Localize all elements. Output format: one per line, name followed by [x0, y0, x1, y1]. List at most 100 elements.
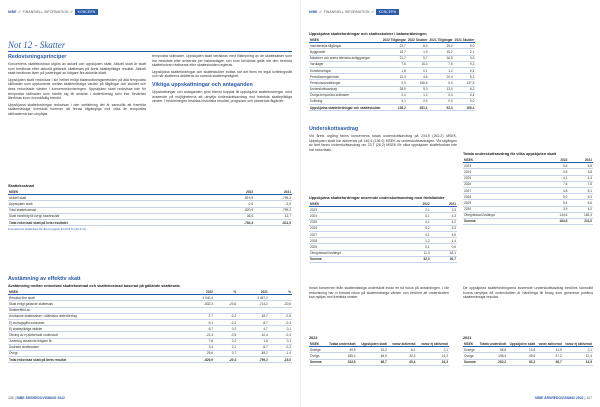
cell: Summa [309, 358, 325, 366]
cell: 20,4 [428, 73, 454, 81]
cell: 3,4 [182, 344, 215, 351]
table-row: 2026 5,2 5,3 [309, 225, 457, 232]
cell: 4,4 [568, 175, 593, 182]
header-cell: MSEK [309, 341, 325, 348]
table-block: 2022 MSEK Totala underskott Uppskjuten skat… [309, 336, 449, 366]
section-tab[interactable]: KONCERN [74, 9, 99, 15]
header-row: MSEK 2022 2021 [8, 189, 292, 196]
cell: Sverige [309, 346, 325, 354]
cell: -799,2 [254, 207, 292, 214]
brand: NIBE [309, 10, 318, 14]
sep: // [18, 10, 21, 14]
table-title: Skattekostnad [8, 184, 34, 188]
cell: 15,2 [428, 48, 454, 56]
cell: 0,6 [430, 243, 457, 251]
cell: 7,6 [428, 61, 454, 68]
cell: 5,6 [543, 162, 569, 170]
table-row: Justering avseende tidigare år 7,8 0,2 1,8 0… [8, 338, 292, 345]
cell: Uppskjutna skattefordringar och skattesk… [309, 104, 382, 112]
cell: 0,1 [406, 67, 429, 75]
cell: 2024 [463, 168, 544, 176]
header-cell: MSEK [8, 289, 183, 296]
cell: 4,5 [430, 231, 457, 239]
left-page: NIBE// FINANSIELL INFORMATION// KONCERN … [8, 9, 292, 400]
cell: 0,4 [428, 92, 454, 99]
text-column: Redovisningsprinciper Koncernens skatteko… [8, 54, 146, 119]
cell: 5,4 [543, 199, 569, 207]
table-row: Ökning av ej aktiverade underskott -21,3-… [8, 331, 292, 339]
cell: -20,6 [268, 300, 292, 308]
header-cell: varav aktiverad [387, 341, 417, 348]
cell: 0,1 [404, 243, 431, 251]
table-row: Kundfordringar 1,8 0,1 1,2 0,4 [309, 67, 476, 75]
header-cell: 2022 [543, 157, 569, 164]
cell: Underskottsavdrag [309, 86, 382, 93]
table-row: Resultat före skatt 4 040,4 3 467,2 [8, 294, 292, 302]
section-tab[interactable]: KONCERN [375, 9, 400, 15]
cell: Resultat före skatt [8, 294, 183, 302]
header-cell: 2021 Skulder [453, 37, 476, 44]
cell: 0,1 [268, 338, 292, 345]
table-row: 2023 5,6 5,8 [463, 162, 593, 170]
table-row: 2027 4,8 5,1 [463, 187, 593, 195]
cell: 1,4 [430, 237, 457, 245]
cell: 4,8 [543, 187, 569, 195]
cell: 14,5 [562, 358, 593, 366]
table-row: Uppskjutna skattefordringar och skattesk… [309, 104, 476, 112]
cell: 165,4 [453, 104, 476, 112]
table-row: Avvikande skattesatser i utländska dotte… [8, 313, 292, 320]
cell: Maskiner och andra tekniska anläggningar [309, 55, 382, 62]
text-column: temporära skillnader. Uppskjuten skatt b… [152, 54, 292, 106]
cell: 0,1 [268, 325, 292, 333]
header-row: MSEK Totala underskott Uppskjuten skatt var… [463, 341, 593, 348]
table: MSEK Totala underskott Uppskjuten skatt var… [309, 341, 449, 366]
table-row: Ändrade skattesatser 3,4 0,1 -6,7 -0,2 [8, 344, 292, 351]
table-block: Uppskjutna skattefordringar och skattesk… [309, 32, 476, 112]
cell: Skatteeffekt av: [8, 307, 183, 314]
cell: 4,1 [404, 219, 431, 226]
section-heading: Underskottsavdrag [309, 126, 359, 132]
cell: -7,7 [182, 313, 215, 320]
cell: 0,4 [453, 67, 476, 75]
cell: Summa [463, 358, 478, 366]
header-cell: % [268, 289, 292, 296]
table-row: 2030 3,9 4,0 [463, 206, 593, 213]
paragraph: De uppskjutna skattefordringarna avseend… [463, 286, 593, 300]
cell: 12,3 [381, 73, 407, 81]
table-row: Summa 234,9 56,7 40,4 16,3 [309, 358, 449, 366]
section-heading: Avstämning av effektiv skatt [8, 276, 81, 282]
header-cell: 2021 [254, 189, 292, 196]
cell: 5,1 [568, 187, 593, 195]
table-block: 2021 MSEK Totala underskott Uppskjuten skat… [463, 336, 593, 366]
cell: Ej avdragsgilla kostnader [8, 319, 183, 327]
cell [214, 294, 238, 302]
cell: -811,9 [254, 218, 292, 227]
brand: NIBE [535, 396, 544, 400]
table-title: Totala underskottsavdrag för vilka uppsk… [463, 152, 556, 156]
sep: // [319, 10, 322, 14]
table-block: Totala underskottsavdrag för vilka uppsk… [463, 152, 593, 226]
cell: 1,2 [406, 92, 429, 99]
footer: 106 | NIBE ÅRSREDOVISNING 2022 [8, 396, 65, 400]
cell: 7,6 [381, 61, 407, 68]
cell: 4,3 [430, 212, 457, 220]
cell: Ej skattepliktiga intäkter [8, 325, 183, 333]
cell: Ökning av ej aktiverade underskott [8, 331, 183, 339]
cell: 0,2 [214, 325, 238, 333]
cell: 16,3 [406, 61, 429, 68]
paragraph: Uppskattningar och antaganden görs främs… [152, 89, 292, 104]
note-title: Not 12 - Skatter [8, 40, 292, 52]
table: MSEK 2022 2021 2023 2,1 2,3 2024 4,1 4,3 2025 4,1 4… [309, 201, 457, 263]
cell: 4 040,4 [182, 294, 215, 302]
table-row: 2024 3,5 3,8 [463, 168, 593, 176]
table-row: 2025 4,1 4,2 [309, 219, 457, 226]
cell: 2026 [309, 225, 405, 232]
table-row: Skatteeffekt av: [8, 307, 292, 314]
table-row: 2029 5,4 5,6 [463, 199, 593, 207]
header-cell: MSEK [309, 37, 382, 44]
doc: ÅRSREDOVISNING 2022 [544, 396, 584, 400]
table-row: Underskottsavdrag 28,9 5,3 13,4 6,2 [309, 86, 476, 93]
cell: 211,0 [568, 217, 593, 226]
cell: 2027 [309, 231, 405, 239]
table-row: Byggnader 16,7 1,9 15,2 2,1 [309, 48, 476, 56]
